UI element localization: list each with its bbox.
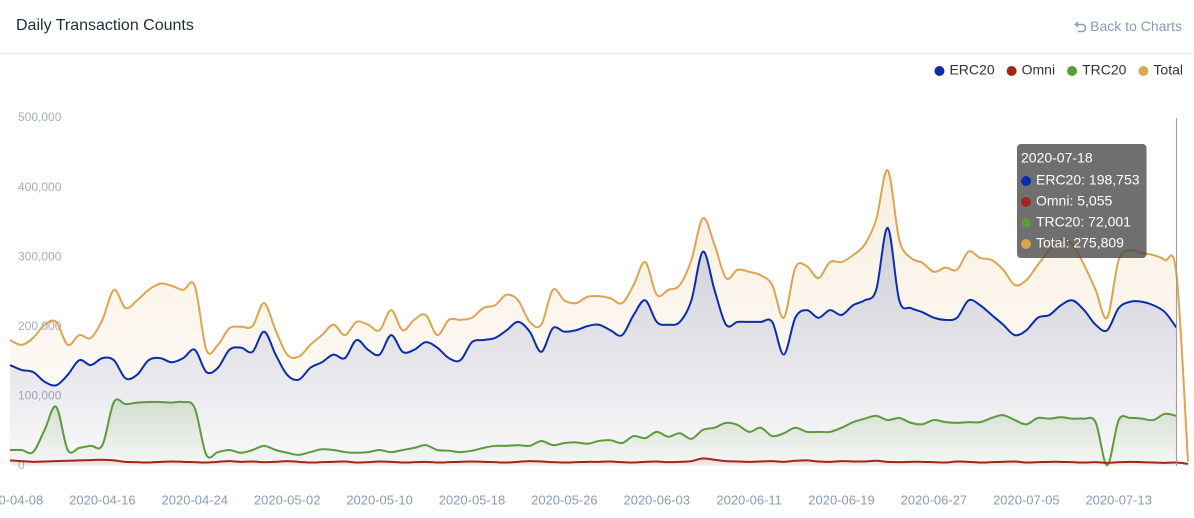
area [10, 399, 1177, 466]
tooltip-marker [1021, 218, 1031, 228]
tooltip: 2020-07-18 ERC20: 198,753 Omni: 5,055 TRC20… [1017, 144, 1147, 258]
header: Daily Transaction Counts Back to Charts [0, 0, 1194, 54]
tooltip-title: 2020-07-18 [1021, 150, 1093, 166]
x-tick-label: 2020-04-16 [69, 492, 136, 507]
tooltip-marker [1021, 197, 1031, 207]
legend-label: Total [1153, 62, 1183, 78]
tooltip-marker [1021, 239, 1031, 249]
chart: 0100,000200,000300,000400,000500,0002020… [0, 62, 1189, 507]
x-tick-label: 2020-04-24 [162, 492, 229, 507]
x-tick-label: 2020-06-19 [808, 492, 875, 507]
tooltip-marker [1021, 176, 1031, 186]
back-link-text[interactable]: Back to Charts [1090, 18, 1182, 34]
legend-label: TRC20 [1082, 62, 1127, 78]
legend-marker [1006, 66, 1017, 76]
line [9, 398, 1177, 467]
back-icon [1074, 21, 1087, 32]
x-tick-label: 2020-04-08 [0, 492, 43, 507]
x-tick-label: 2020-05-10 [346, 492, 413, 507]
x-tick-label: 2020-06-27 [901, 492, 968, 507]
x-tick-label: 2020-05-26 [531, 492, 598, 507]
legend-label: Omni [1022, 62, 1055, 78]
y-tick-label: 400,000 [18, 180, 62, 194]
tooltip-item: Total: 275,809 [1036, 235, 1124, 251]
line [9, 169, 1189, 462]
y-tick-label: 300,000 [18, 249, 62, 263]
legend-marker [934, 66, 945, 76]
legend-marker [1138, 66, 1149, 76]
legend-marker [1067, 66, 1078, 76]
x-tick-label: 2020-05-02 [254, 492, 321, 507]
area [10, 227, 1177, 466]
tooltip-box [1017, 144, 1147, 258]
line [9, 457, 1189, 465]
x-tick-label: 2020-07-05 [993, 492, 1060, 507]
y-tick-label: 500,000 [18, 110, 62, 124]
back-link[interactable]: Back to Charts [1074, 18, 1182, 34]
tooltip-item: Omni: 5,055 [1036, 193, 1112, 209]
page-title: Daily Transaction Counts [16, 17, 194, 34]
x-tick-label: 2020-06-03 [623, 492, 690, 507]
x-tick-label: 2020-06-11 [716, 492, 782, 507]
tooltip-item: ERC20: 198,753 [1036, 172, 1140, 188]
line [9, 226, 1178, 387]
tooltip-item: TRC20: 72,001 [1036, 214, 1131, 230]
x-tick-label: 2020-05-18 [439, 492, 506, 507]
x-tick-label: 2020-07-13 [1085, 492, 1152, 507]
legend-label: ERC20 [949, 62, 994, 78]
